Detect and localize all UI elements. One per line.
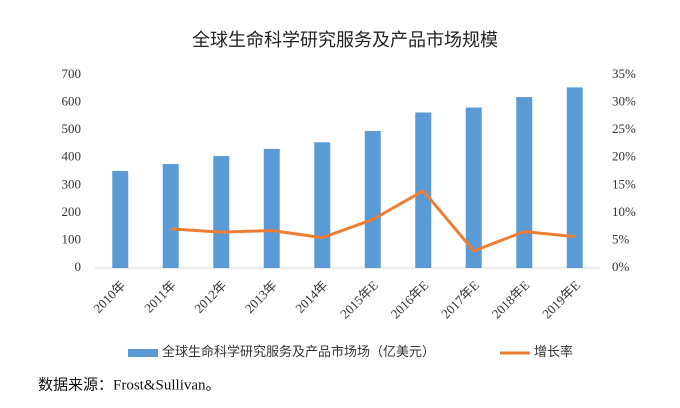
x-tick-label: 2016年E (388, 278, 432, 322)
y-tick-label: 400 (62, 149, 82, 164)
y2-tick-label: 10% (612, 204, 636, 219)
y2-tick-label: 30% (612, 94, 636, 109)
bar (263, 148, 280, 268)
legend-label: 全球生命科学研究服务及产品市场场（亿美元） (162, 344, 435, 359)
bar (162, 164, 179, 268)
source-note: 数据来源：Frost&Sullivan。 (38, 376, 221, 393)
y-tick-label: 700 (62, 66, 82, 81)
bar (465, 107, 482, 268)
x-tick-label: 2017年E (438, 278, 482, 322)
legend-label: 增长率 (534, 344, 573, 359)
x-tick-label: 2014年 (292, 278, 330, 316)
y2-tick-label: 5% (612, 231, 630, 246)
x-tick-label: 2015年E (337, 278, 381, 322)
x-tick-label: 2013年 (242, 278, 280, 316)
x-tick-label: 2019年E (539, 278, 583, 322)
x-tick-label: 2010年 (90, 278, 128, 316)
y2-tick-label: 15% (612, 176, 636, 191)
y-tick-label: 600 (62, 94, 82, 109)
bar (112, 170, 129, 268)
x-tick-label: 2012年 (191, 278, 229, 316)
y2-tick-label: 35% (612, 66, 636, 81)
y-tick-label: 300 (62, 176, 82, 191)
y2-tick-label: 25% (612, 121, 636, 136)
line (170, 189, 575, 253)
bar (566, 87, 583, 269)
y2-tick-label: 20% (612, 149, 636, 164)
legend-swatch (128, 349, 158, 357)
x-tick-label: 2018年E (489, 278, 533, 322)
bar (364, 130, 381, 268)
bar (314, 142, 331, 268)
bar (516, 97, 533, 268)
y-tick-label: 0 (75, 259, 82, 274)
y-tick-label: 100 (62, 231, 82, 246)
y2-tick-label: 0% (612, 259, 630, 274)
x-tick-label: 2011年 (141, 278, 179, 316)
chart-title: 全球生命科学研究服务及产品市场规模 (192, 30, 498, 50)
bar (213, 156, 230, 268)
y-tick-label: 200 (62, 204, 82, 219)
y-tick-label: 500 (62, 121, 82, 136)
